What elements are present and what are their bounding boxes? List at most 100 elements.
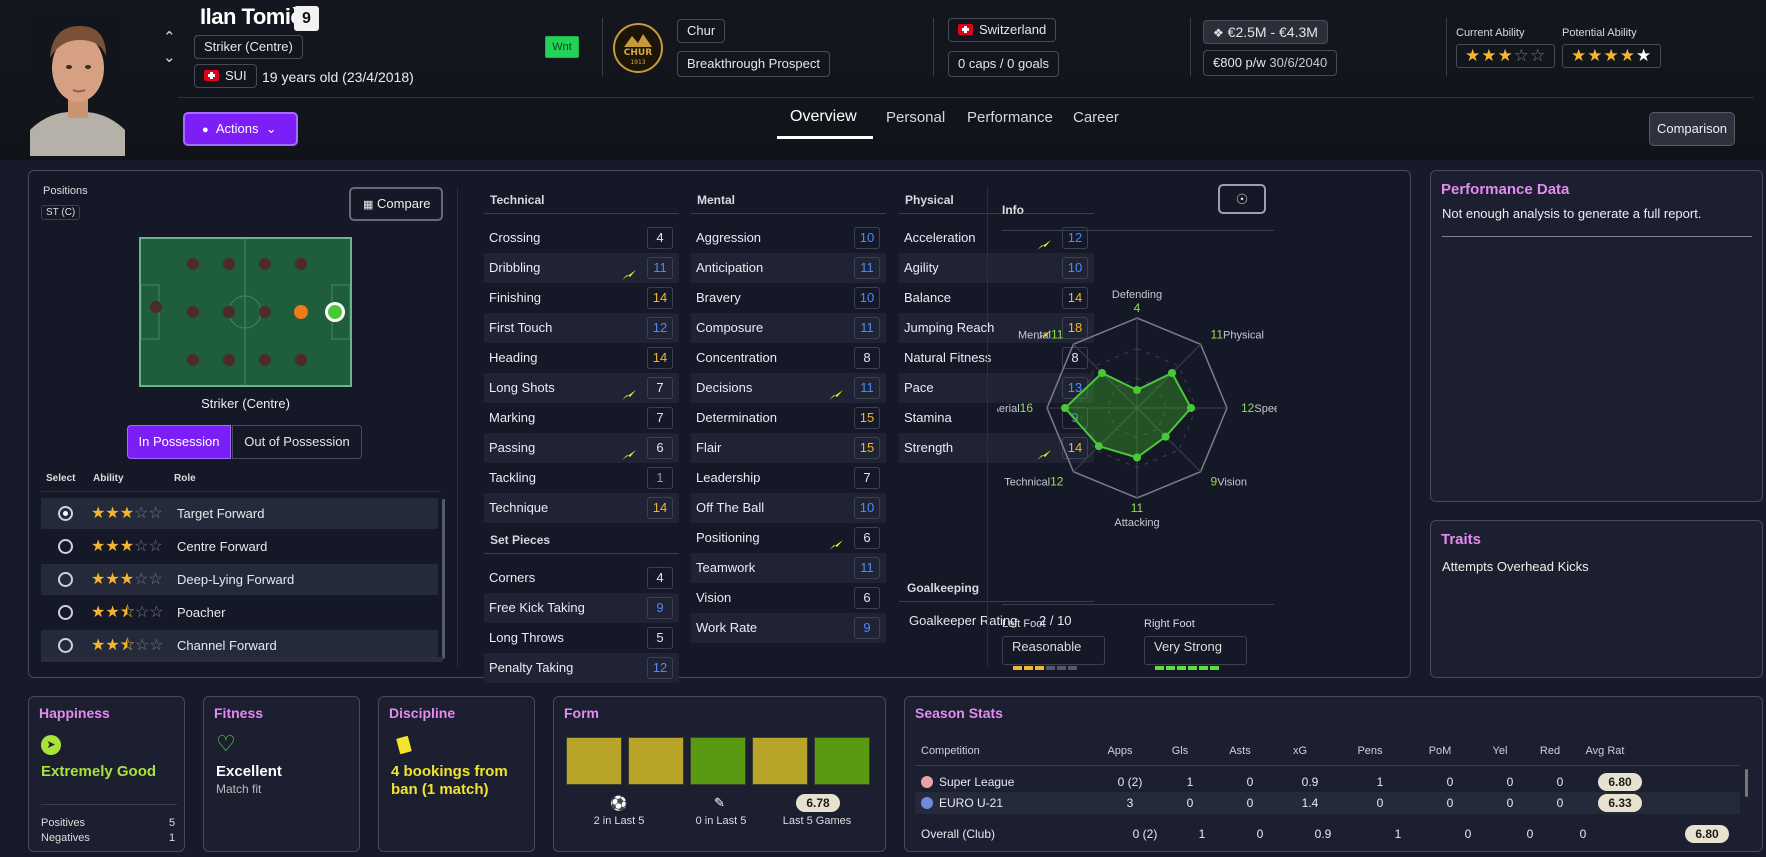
- discipline-status: 4 bookings from ban (1 match): [391, 763, 508, 798]
- attribute-row[interactable]: Balance 14: [899, 283, 1094, 313]
- in-possession-button[interactable]: In Possession: [127, 425, 231, 459]
- role-row[interactable]: ★★★☆☆ Centre Forward: [41, 531, 438, 562]
- attribute-row[interactable]: Vision 6: [691, 583, 886, 613]
- roles-scrollbar[interactable]: [442, 499, 445, 659]
- attribute-row[interactable]: Pace 13: [899, 373, 1094, 403]
- season-scrollbar[interactable]: [1745, 769, 1748, 797]
- attribute-row[interactable]: Bravery 10: [691, 283, 886, 313]
- attribute-row[interactable]: Decisions 11: [691, 373, 886, 403]
- attribute-row[interactable]: Tackling 1: [484, 463, 679, 493]
- fitness-title: Fitness: [214, 705, 264, 721]
- attribute-row[interactable]: Free Kick Taking 9: [484, 593, 679, 623]
- role-radio[interactable]: [58, 539, 73, 554]
- foot-level-segment: [1046, 666, 1055, 670]
- attribute-name: Acceleration: [904, 230, 976, 245]
- out-of-possession-button[interactable]: Out of Possession: [232, 425, 362, 459]
- attribute-row[interactable]: Natural Fitness 8: [899, 343, 1094, 373]
- next-player-arrow[interactable]: ⌄: [163, 49, 176, 66]
- attribute-row[interactable]: Jumping Reach 18: [899, 313, 1094, 343]
- discipline-card[interactable]: Discipline 4 bookings from ban (1 match): [378, 696, 535, 852]
- attribute-row[interactable]: Agility 10: [899, 253, 1094, 283]
- form-result-draw[interactable]: [752, 737, 808, 785]
- role-filter-button[interactable]: ☉: [1218, 184, 1266, 214]
- fitness-card[interactable]: Fitness ♡ Excellent Match fit: [203, 696, 360, 852]
- attribute-row[interactable]: Determination 15: [691, 403, 886, 433]
- club-badge[interactable]: CHUR 1913: [612, 22, 664, 74]
- attribute-row[interactable]: Long Shots 7: [484, 373, 679, 403]
- compare-button[interactable]: ▦ Compare: [349, 187, 443, 221]
- role-radio[interactable]: [58, 605, 73, 620]
- progress-arrow-icon: [1036, 322, 1052, 340]
- attribute-row[interactable]: Finishing 14: [484, 283, 679, 313]
- attribute-row[interactable]: Aggression 10: [691, 223, 886, 253]
- attribute-row[interactable]: Work Rate 9: [691, 613, 886, 643]
- attribute-row[interactable]: Acceleration 12: [899, 223, 1094, 253]
- season-total-row[interactable]: Overall (Club) 0 (2) 1 0 0.9 1 0 0 0 6.80: [915, 823, 1740, 845]
- tab-overview[interactable]: Overview: [790, 108, 857, 125]
- previous-player-arrow[interactable]: ⌃: [163, 29, 176, 46]
- form-result-draw[interactable]: [628, 737, 684, 785]
- attribute-value: 11: [854, 317, 880, 339]
- form-result-win[interactable]: [690, 737, 746, 785]
- radar-point: [1061, 404, 1069, 412]
- season-header: Red: [1539, 745, 1561, 757]
- role-row[interactable]: ★★★☆☆ Deep-Lying Forward: [41, 564, 438, 595]
- attribute-name: Bravery: [696, 290, 741, 305]
- attribute-row[interactable]: Technique 14: [484, 493, 679, 523]
- wanted-tag[interactable]: Wnt: [545, 36, 579, 58]
- season-stats-card[interactable]: Season Stats Competition Apps Gls Asts xG Pen…: [904, 696, 1763, 852]
- attribute-row[interactable]: Concentration 8: [691, 343, 886, 373]
- traits-text[interactable]: Attempts Overhead Kicks: [1442, 559, 1589, 574]
- attribute-row[interactable]: Corners 4: [484, 563, 679, 593]
- attribute-row[interactable]: Marking 7: [484, 403, 679, 433]
- attribute-row[interactable]: Flair 15: [691, 433, 886, 463]
- role-radio[interactable]: [58, 572, 73, 587]
- role-row[interactable]: ★★⯪☆☆ Poacher: [41, 597, 438, 628]
- attribute-value: 11: [854, 557, 880, 579]
- radar-point: [1097, 368, 1106, 377]
- attribute-row[interactable]: Long Throws 5: [484, 623, 679, 653]
- role-row[interactable]: ★★★☆☆ Target Forward: [41, 498, 438, 529]
- chevron-down-icon: ⌄: [265, 121, 277, 136]
- tab-career[interactable]: Career: [1073, 109, 1119, 126]
- tab-performance[interactable]: Performance: [967, 109, 1053, 126]
- attribute-row[interactable]: Anticipation 11: [691, 253, 886, 283]
- role-radio[interactable]: [58, 506, 73, 521]
- attribute-row[interactable]: Leadership 7: [691, 463, 886, 493]
- attribute-row[interactable]: Composure 11: [691, 313, 886, 343]
- nation-name[interactable]: Switzerland: [948, 18, 1057, 42]
- attribute-row[interactable]: First Touch 12: [484, 313, 679, 343]
- comparison-button[interactable]: Comparison: [1649, 112, 1735, 146]
- attribute-row[interactable]: Crossing 4: [484, 223, 679, 253]
- form-card[interactable]: Form ⚽ 2 in Last 5 ✎ 0 in Last 5 6.78 La…: [553, 696, 886, 852]
- attribute-value: 18: [1062, 317, 1088, 339]
- goalkeeper-rating-value: 2 / 10: [1039, 613, 1072, 628]
- attribute-row[interactable]: Off The Ball 10: [691, 493, 886, 523]
- attribute-name: Crossing: [489, 230, 541, 245]
- actions-button[interactable]: ● Actions ⌄: [183, 112, 298, 146]
- season-row[interactable]: EURO U-21 3 0 0 1.4 0 0 0 0 6.33: [915, 792, 1740, 814]
- pitch[interactable]: [139, 237, 352, 387]
- form-result-draw[interactable]: [566, 737, 622, 785]
- attribute-row[interactable]: Positioning 6: [691, 523, 886, 553]
- attribute-row[interactable]: Strength 14: [899, 433, 1094, 463]
- season-row[interactable]: Super League 0 (2) 1 0 0.9 1 0 0 0 6.80: [915, 771, 1740, 793]
- tab-personal[interactable]: Personal: [886, 109, 946, 126]
- season-header: Gls: [1171, 745, 1189, 757]
- attribute-row[interactable]: Penalty Taking 12: [484, 653, 679, 683]
- goalkeeping-title: Goalkeeping: [907, 581, 980, 595]
- role-row[interactable]: ★★⯪☆☆ Channel Forward: [41, 630, 438, 661]
- mental-title: Mental: [697, 193, 736, 207]
- club-name[interactable]: Chur: [677, 19, 726, 43]
- attribute-row[interactable]: Passing 6: [484, 433, 679, 463]
- attribute-value: 11: [647, 257, 673, 279]
- attribute-value: 6: [854, 527, 880, 549]
- attribute-row[interactable]: Heading 14: [484, 343, 679, 373]
- attribute-row[interactable]: Teamwork 11: [691, 553, 886, 583]
- happiness-card[interactable]: Happiness ➤ Extremely Good Positives 5 N…: [28, 696, 185, 852]
- attribute-row[interactable]: Dribbling 11: [484, 253, 679, 283]
- role-radio[interactable]: [58, 638, 73, 653]
- attribute-value: 8: [854, 347, 880, 369]
- right-foot-box: Very Strong: [1144, 636, 1247, 670]
- form-result-win[interactable]: [814, 737, 870, 785]
